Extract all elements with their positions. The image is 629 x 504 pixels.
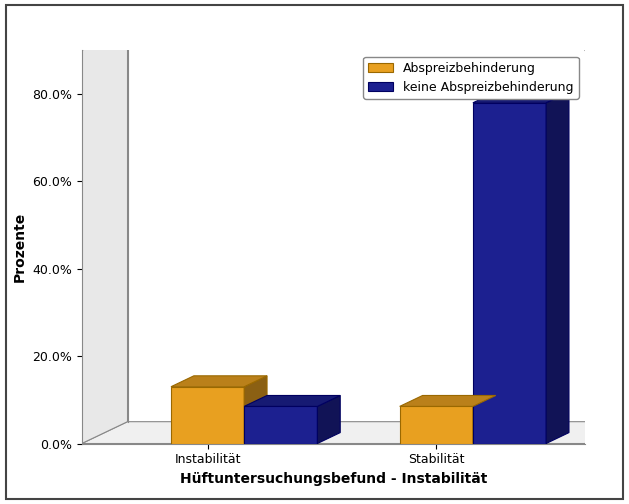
Polygon shape <box>473 396 496 444</box>
Bar <box>244 406 318 444</box>
Polygon shape <box>82 29 128 444</box>
Y-axis label: Prozente: Prozente <box>13 212 26 282</box>
Bar <box>473 103 546 444</box>
Polygon shape <box>318 396 340 444</box>
X-axis label: Hüftuntersuchungsbefund - Instabilität: Hüftuntersuchungsbefund - Instabilität <box>180 472 487 486</box>
Bar <box>171 387 244 444</box>
Bar <box>399 406 473 444</box>
Polygon shape <box>244 396 340 406</box>
Polygon shape <box>399 396 496 406</box>
Legend: Abspreizbehinderung, keine Abspreizbehinderung: Abspreizbehinderung, keine Abspreizbehin… <box>363 56 579 99</box>
Polygon shape <box>82 422 629 444</box>
Polygon shape <box>546 92 569 444</box>
Polygon shape <box>171 376 267 387</box>
Polygon shape <box>473 92 569 103</box>
Polygon shape <box>244 376 267 444</box>
